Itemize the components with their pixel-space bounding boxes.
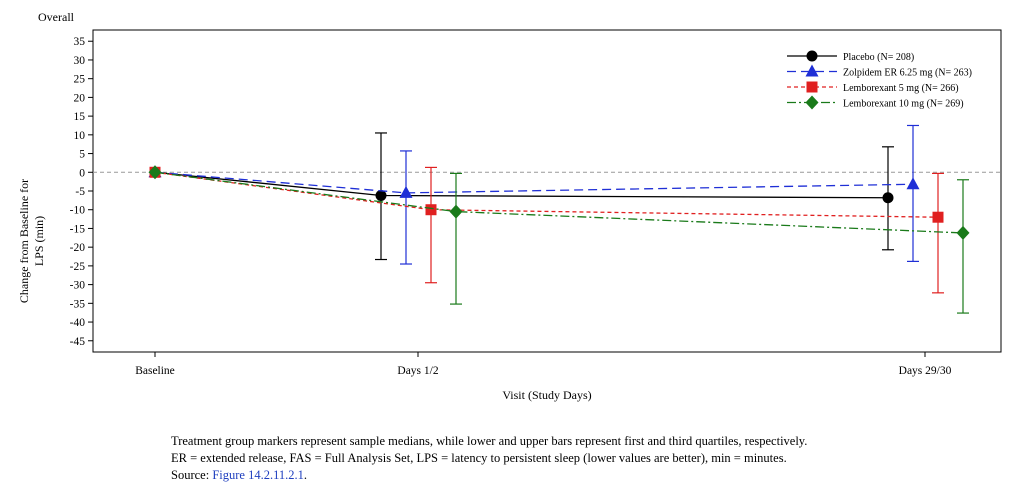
median-marker	[425, 204, 437, 216]
chart-svg: Overall 35 30 25 20 15 10 5 0 -5 -10 -15 -20 -25 -30 -3…	[17, 10, 1002, 402]
y-axis-label: LPS (min)	[32, 216, 46, 266]
source-link[interactable]: Figure 14.2.11.2.1	[212, 468, 304, 482]
y-tick-label: 30	[74, 55, 86, 67]
y-tick-label: 25	[74, 74, 86, 86]
y-tick-label: -20	[70, 242, 86, 254]
median-marker	[956, 225, 970, 240]
y-tick-label: -40	[70, 317, 86, 329]
legend-marker	[805, 95, 819, 110]
legend-label: Zolpidem ER 6.25 mg (N= 263)	[843, 68, 972, 79]
chart-title: Overall	[38, 10, 75, 24]
x-tick-label: Baseline	[135, 365, 175, 377]
median-marker	[399, 185, 413, 198]
median-marker	[449, 204, 463, 219]
y-tick-label: 35	[74, 36, 86, 48]
legend-marker	[805, 64, 819, 77]
y-tick-label: -45	[70, 336, 86, 348]
series-line	[154, 171, 914, 194]
legend-marker	[806, 81, 818, 93]
y-tick-label: 10	[74, 130, 86, 142]
y-tick-label: 5	[79, 149, 85, 161]
series-line	[154, 171, 939, 218]
y-tick-label: -10	[70, 205, 86, 217]
median-marker	[882, 192, 894, 204]
y-tick-label: -35	[70, 298, 86, 310]
footnote-abbreviations: ER = extended release, FAS = Full Analys…	[171, 451, 787, 465]
y-tick-label: 15	[74, 111, 86, 123]
y-tick-label: -5	[75, 186, 85, 198]
chart-container: Overall 35 30 25 20 15 10 5 0 -5 -10 -15 -20 -25 -30 -3…	[17, 10, 1002, 402]
footnote-quartiles: Treatment group markers represent sample…	[171, 434, 808, 448]
y-tick-label: 20	[74, 92, 86, 104]
x-tick-label: Days 29/30	[899, 365, 952, 377]
y-tick-label: -30	[70, 280, 86, 292]
median-marker	[148, 165, 162, 180]
source-end: .	[303, 468, 307, 482]
y-tick-label: -15	[70, 223, 86, 235]
legend-label: Lemborexant 10 mg (N= 269)	[843, 99, 964, 110]
legend-label: Placebo (N= 208)	[843, 52, 914, 63]
x-axis-label: Visit (Study Days)	[502, 388, 591, 402]
footnote-source: Source: Figure 14.2.11.2.1.	[171, 467, 307, 483]
series-line	[154, 171, 964, 234]
median-marker	[906, 177, 920, 190]
y-tick-label: -25	[70, 261, 86, 273]
median-marker	[932, 211, 944, 223]
y-tick-label: 0	[79, 167, 85, 179]
x-tick-label: Days 1/2	[397, 365, 438, 377]
y-axis-label: Change from Baseline for	[17, 179, 31, 303]
series-line	[154, 171, 889, 199]
legend-label: Lemborexant 5 mg (N= 266)	[843, 83, 959, 94]
median-marker	[375, 189, 387, 201]
legend-marker	[806, 50, 818, 62]
source-label: Source:	[171, 468, 210, 482]
